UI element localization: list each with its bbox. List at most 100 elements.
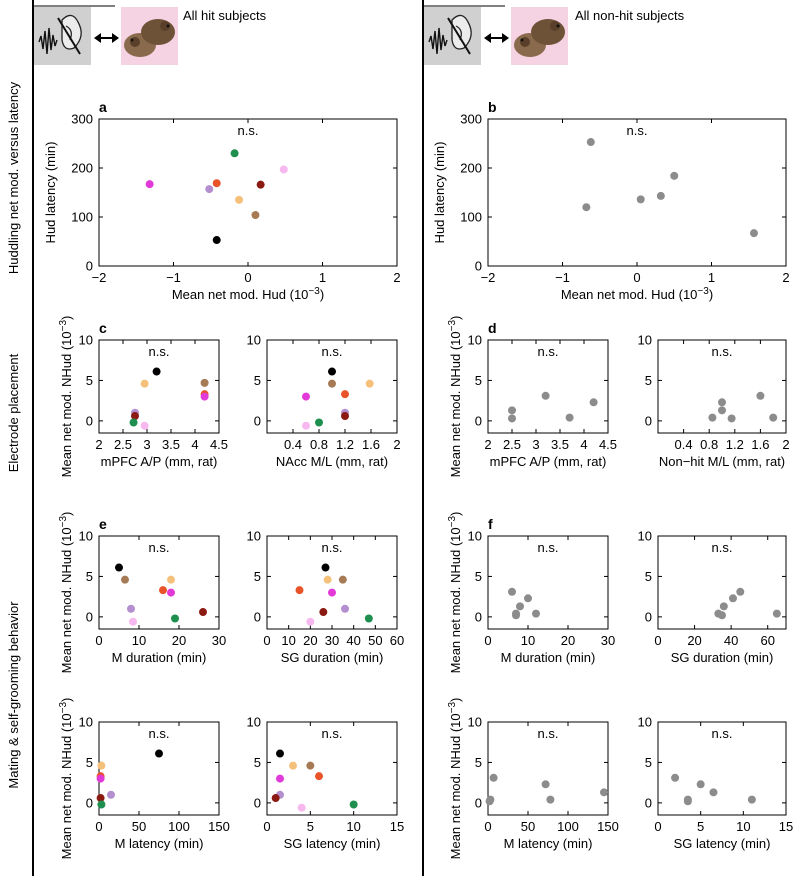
data-point <box>212 179 221 188</box>
data-point <box>302 392 310 401</box>
axes-box <box>98 118 398 267</box>
significance-annotation: n.s. <box>538 344 559 359</box>
axes-box <box>98 535 220 630</box>
y-axis-label-tail: ) <box>448 512 463 516</box>
panel-label: e <box>99 516 107 532</box>
y-tick-label: 5 <box>645 755 652 770</box>
y-axis-label-exponent: −3 <box>447 702 458 714</box>
chart-d2: 0.4 0.8 1.2 1.6 2 0 5 10 Non−hit M/L (mm, rat) n.… <box>638 333 790 470</box>
chart-c1: 2 2.5 3 3.5 4 4.5 0 5 10 mPFC A/P (mm, rat) Mean n… <box>58 316 228 478</box>
data-point <box>671 773 680 782</box>
data-point <box>489 773 498 782</box>
data-point <box>709 788 718 797</box>
y-axis-label-exponent: −3 <box>58 702 69 714</box>
x-tick-label: 0.4 <box>675 437 693 452</box>
y-axis-label-exponent: −3 <box>447 320 458 332</box>
data-point <box>708 413 717 422</box>
x-tick-label: 4 <box>580 437 587 452</box>
x-tick-label: 2 <box>393 437 400 452</box>
x-tick-label: 5 <box>307 819 314 834</box>
chart-d1: 2 2.5 3 3.5 4 4.5 0 5 10 mPFC A/P (mm, rat) Mean n… <box>447 316 617 478</box>
data-point <box>319 608 328 617</box>
x-tick-label: 50 <box>132 819 146 834</box>
x-tick-label: 20 <box>561 633 575 648</box>
data-point <box>121 575 129 584</box>
x-tick-label: 3.5 <box>162 437 180 452</box>
neural-signal-icon <box>424 7 481 65</box>
data-point <box>171 614 179 623</box>
y-tick-label: 5 <box>254 755 261 770</box>
chart-f2: 0 20 40 60 0 5 10 SG duration (min) n.s. <box>638 529 787 665</box>
data-point <box>341 390 349 399</box>
x-tick-label: 100 <box>557 819 579 834</box>
y-tick-label: 0 <box>645 413 652 428</box>
x-axis-label: M latency (min) <box>504 836 593 851</box>
x-tick-label: 3.5 <box>551 437 569 452</box>
data-point <box>96 774 105 783</box>
x-tick-label: 1 <box>319 270 326 285</box>
y-axis-label-tail: ) <box>59 698 74 702</box>
data-point <box>508 587 516 596</box>
data-point <box>276 774 284 783</box>
y-tick-label: 300 <box>460 112 482 127</box>
x-tick-label: 60 <box>390 633 404 648</box>
data-point <box>235 195 244 204</box>
x-tick-label: 20 <box>172 633 186 648</box>
x-tick-label: 4.5 <box>599 437 617 452</box>
significance-annotation: n.s. <box>238 123 259 138</box>
x-tick-label: 20 <box>303 633 317 648</box>
x-tick-label: 5 <box>697 819 704 834</box>
data-point <box>306 617 315 626</box>
vole-pair-photo <box>121 7 178 65</box>
header-right: All non-hit subjects <box>424 7 685 65</box>
x-axis-label: M duration (min) <box>501 650 596 665</box>
data-point <box>364 614 373 623</box>
data-point <box>718 611 726 620</box>
y-tick-label: 0 <box>475 259 482 274</box>
x-axis-label: SG duration (min) <box>671 650 774 665</box>
x-tick-label: 60 <box>760 633 774 648</box>
data-point <box>736 587 745 596</box>
bidirectional-arrow-icon <box>94 33 119 43</box>
data-point <box>756 391 765 400</box>
x-tick-label: −1 <box>166 270 181 285</box>
x-tick-label: 0 <box>654 819 661 834</box>
y-axis-label: Hud latency (min) <box>432 142 447 244</box>
significance-annotation: n.s. <box>712 726 733 741</box>
y-tick-label: 10 <box>638 529 652 544</box>
data-point <box>541 391 550 400</box>
x-tick-label: 1.2 <box>726 437 744 452</box>
x-axis-label: mPFC A/P (mm, rat) <box>101 454 218 469</box>
row-label-huddling: Huddling net mod. versus latency <box>6 81 21 274</box>
y-tick-label: 0 <box>475 413 482 428</box>
x-tick-label: 0 <box>654 633 661 648</box>
x-tick-label: 2 <box>782 270 789 285</box>
x-axis-label-tail: ) <box>709 287 713 302</box>
data-point <box>129 418 138 427</box>
y-axis-label: Mean net mod. NHud (10−3) <box>58 512 74 674</box>
data-point <box>129 617 137 626</box>
data-point <box>167 588 175 597</box>
significance-annotation: n.s. <box>322 344 343 359</box>
x-tick-label: 150 <box>597 819 619 834</box>
y-tick-label: 10 <box>79 715 93 730</box>
x-axis-label-tail: ) <box>320 287 324 302</box>
y-tick-label: 10 <box>79 333 93 348</box>
y-tick-label: 0 <box>254 609 261 624</box>
data-point <box>338 575 347 584</box>
y-tick-label: 0 <box>475 795 482 810</box>
data-point <box>341 412 349 421</box>
x-tick-label: 2 <box>484 437 491 452</box>
chart-c2: 0.4 0.8 1.2 1.6 2 0 5 10 NAcc M/L (mm, rat) n.s. <box>247 333 401 470</box>
data-point <box>524 594 532 603</box>
x-tick-label: −2 <box>92 270 107 285</box>
y-tick-label: 0 <box>86 795 93 810</box>
header-left-title: All hit subjects <box>183 8 267 23</box>
y-axis-label-tail: ) <box>59 316 74 320</box>
y-tick-label: 0 <box>86 413 93 428</box>
x-tick-label: 0.4 <box>284 437 302 452</box>
y-tick-label: 0 <box>645 795 652 810</box>
chart-a: −2 −1 0 1 2 0 100 200 300 Mean net mod. Hud (10−3… <box>43 99 401 302</box>
x-tick-label: 100 <box>168 819 190 834</box>
